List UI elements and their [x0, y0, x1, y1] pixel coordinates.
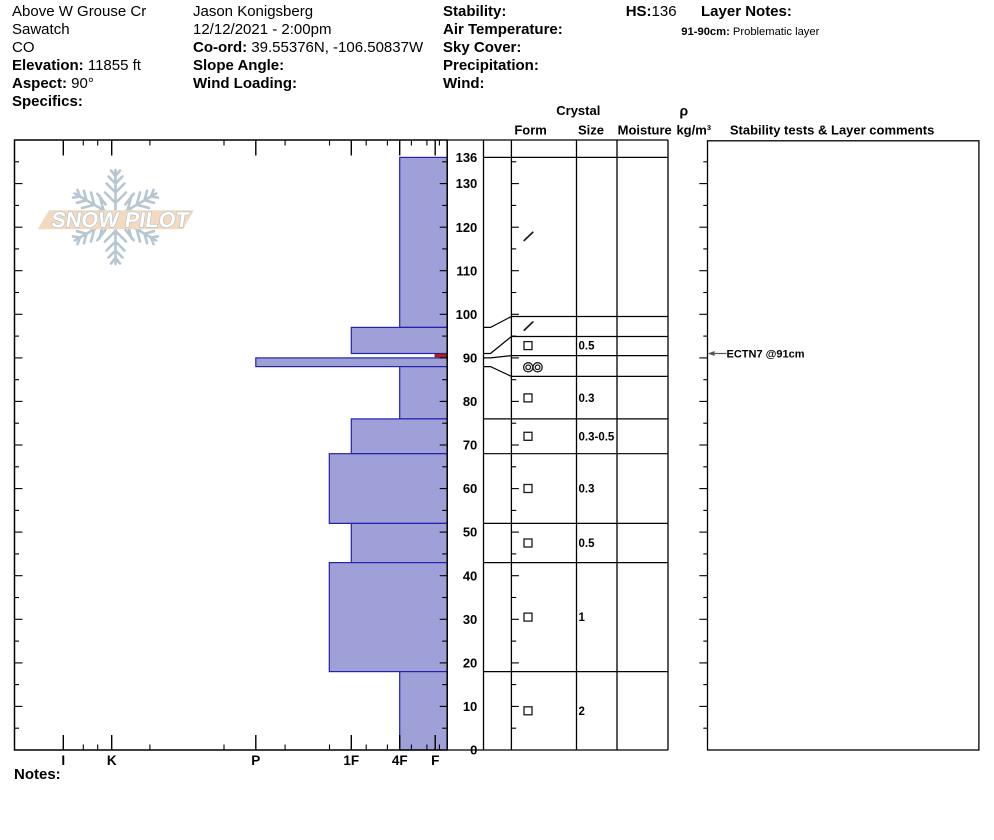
- svg-text:50: 50: [463, 525, 477, 540]
- svg-text:40: 40: [463, 568, 477, 583]
- svg-text:SNOW PILOT: SNOW PILOT: [50, 207, 191, 232]
- svg-text:20: 20: [463, 656, 477, 671]
- svg-text:Stability tests & Layer commen: Stability tests & Layer comments: [730, 122, 934, 137]
- svg-text:136: 136: [456, 150, 478, 165]
- svg-text:2: 2: [579, 706, 585, 718]
- svg-text:I: I: [61, 753, 65, 768]
- svg-text:1: 1: [579, 612, 586, 624]
- svg-text:0.3: 0.3: [579, 393, 595, 405]
- svg-text:90: 90: [463, 351, 477, 366]
- svg-text:Form: Form: [514, 122, 547, 137]
- svg-text:P: P: [251, 753, 260, 768]
- svg-text:F: F: [431, 753, 439, 768]
- svg-text:10: 10: [463, 699, 477, 714]
- svg-text:Crystal: Crystal: [556, 103, 600, 118]
- svg-text:70: 70: [463, 438, 477, 453]
- svg-text:ECTN7 @91cm: ECTN7 @91cm: [727, 349, 805, 361]
- svg-text:110: 110: [456, 263, 477, 278]
- svg-text:100: 100: [456, 307, 478, 322]
- svg-text:Moisture: Moisture: [618, 122, 672, 137]
- svg-text:0.5: 0.5: [579, 341, 596, 353]
- svg-text:120: 120: [456, 220, 478, 235]
- svg-text:kg/m³: kg/m³: [676, 122, 711, 137]
- svg-text:K: K: [107, 753, 117, 768]
- svg-text:ρ: ρ: [679, 103, 688, 119]
- svg-text:Size: Size: [578, 122, 604, 137]
- svg-text:130: 130: [456, 176, 478, 191]
- svg-text:0.3: 0.3: [579, 484, 595, 496]
- svg-text:4F: 4F: [392, 753, 408, 768]
- svg-text:80: 80: [463, 394, 477, 409]
- svg-text:60: 60: [463, 481, 477, 496]
- svg-text:0: 0: [470, 743, 477, 758]
- svg-text:30: 30: [463, 612, 477, 627]
- svg-text:0.3-0.5: 0.3-0.5: [579, 431, 615, 443]
- svg-text:0.5: 0.5: [579, 538, 596, 550]
- svg-text:1F: 1F: [343, 753, 359, 768]
